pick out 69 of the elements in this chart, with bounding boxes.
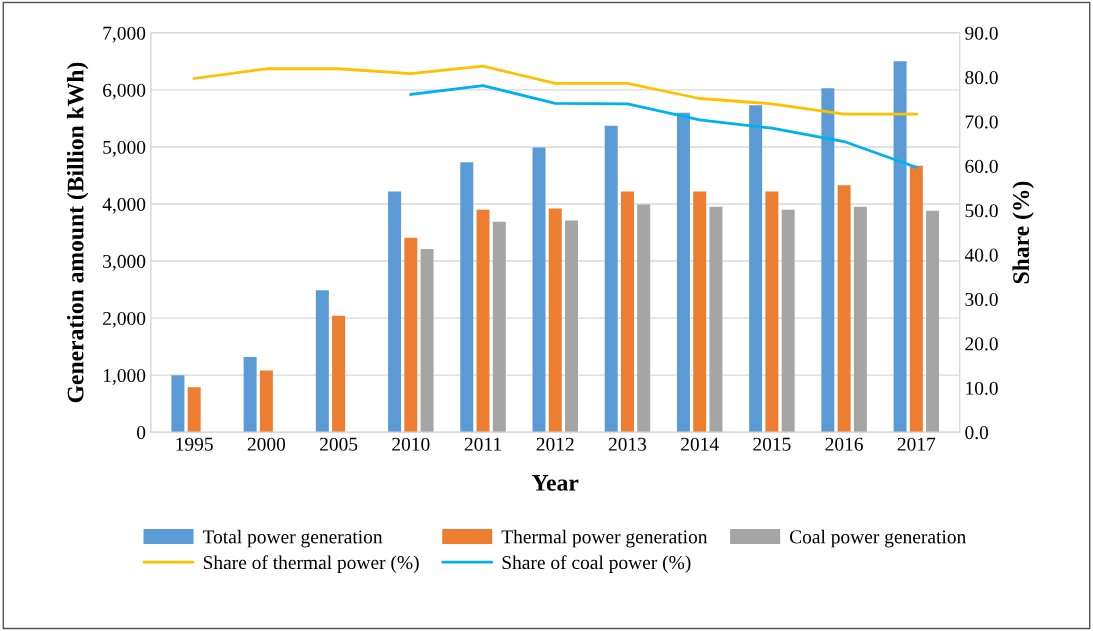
legend-label: Thermal power generation [501,529,708,548]
x-axis-title: Year [532,475,579,491]
legend-label: Share of coal power (%) [502,555,691,574]
bar [532,147,546,433]
x-tick-label: 2011 [464,437,501,451]
x-tick-label: 2013 [608,437,647,451]
x-tick-label: 2012 [536,437,574,451]
bar [332,315,346,433]
bar [476,209,490,433]
bar [693,191,707,433]
bar [821,88,835,433]
bar [388,191,402,433]
y2-tick-label: 90.0 [965,26,998,40]
y2-tick-label: 50.0 [965,204,998,218]
y2-tick-label: 30.0 [965,292,998,307]
x-tick-label: 2017 [897,437,936,451]
y2-tick-label: 0.0 [965,426,989,440]
bar [853,206,867,433]
bar [893,61,907,433]
bar [187,387,201,433]
y2-axis-title: Share (%) [1012,181,1034,284]
y2-tick-label: 20.0 [965,337,998,351]
x-tick-label: 2015 [753,437,791,451]
bar [837,185,851,433]
legend-label: Total power generation [202,529,383,548]
bar [604,125,618,433]
y2-tick-label: 70.0 [965,115,998,129]
y-axis-title: Generation amount (Billion kWh) [66,62,89,403]
bar [315,290,329,433]
y-tick-label: 4,000 [102,197,146,214]
y2-tick-label: 80.0 [965,71,998,85]
bar [171,375,185,433]
line-series [409,84,918,169]
bar [676,112,690,433]
bar [548,208,562,433]
bar [460,162,474,433]
bar [420,249,434,433]
y-tick-label: 6,000 [103,83,146,100]
bar [564,220,578,433]
x-tick-label: 2016 [825,437,863,451]
bar [259,370,273,433]
y2-tick-label: 10.0 [966,381,998,395]
x-tick-label: 2014 [681,437,719,451]
y-tick-label: 5,000 [103,140,146,157]
x-tick-label: 2010 [392,437,430,451]
bar [909,165,923,433]
y2-tick-label: 40.0 [964,248,998,262]
x-tick-label: 1995 [176,437,213,451]
bar [749,105,763,433]
y-tick-label: 2,000 [103,311,146,328]
y-tick-label: 3,000 [103,254,146,271]
y-tick-label: 0 [136,426,146,440]
bar [637,204,651,433]
bar [926,210,940,433]
bar [404,237,418,433]
x-tick-label: 2005 [320,437,358,451]
bar [620,191,634,433]
y2-tick-label: 60.0 [965,159,998,173]
bar [243,356,257,433]
bar [492,221,506,433]
y-tick-label: 7,000 [103,26,146,43]
bar [765,191,779,433]
bar [781,209,795,433]
line-series [192,64,918,116]
y-tick-label: 1,000 [103,368,146,385]
legend-label: Share of thermal power (%) [203,555,419,574]
x-tick-label: 2000 [247,437,286,451]
bar [709,206,723,433]
legend-label: Coal power generation [789,529,966,548]
